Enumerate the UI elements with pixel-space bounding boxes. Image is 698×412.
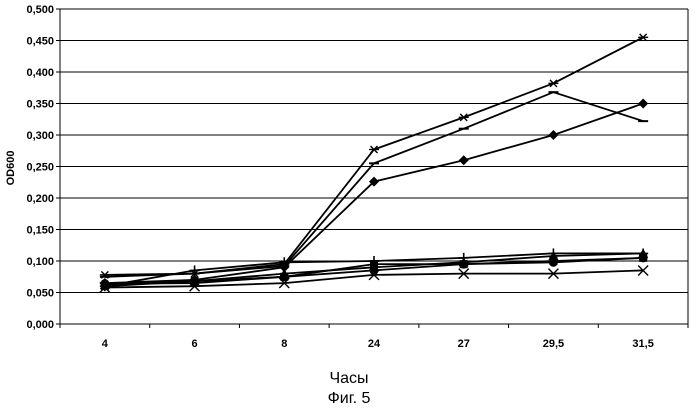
x-tick-label: 27 [458,338,470,350]
diamond-marker [459,155,469,165]
data-point [369,146,379,153]
diamond-marker [548,130,558,140]
circle-marker [459,260,468,269]
y-tick-label: 0,050 [26,288,54,300]
y-tick-label: 0,000 [26,319,54,331]
x-tick-label: 4 [102,338,109,350]
diamond-marker [638,99,648,109]
x-tick-label: 24 [368,338,381,350]
data-point [549,258,558,267]
series-lines [100,34,648,293]
x-tick-label: 31,5 [632,338,653,350]
x-tick-label: 8 [281,338,287,350]
data-point [370,266,379,275]
x-tick-labels: 4 6 8 24 27 29,5 31,5 [102,338,654,350]
y-tick-label: 0,500 [26,4,54,16]
x-tick-label: 29,5 [543,338,564,350]
y-tick-label: 0,300 [26,130,54,142]
data-point [548,130,558,140]
y-tick-label: 0,250 [26,162,54,174]
circle-marker [549,258,558,267]
data-point [459,155,469,165]
axes [56,9,688,328]
circle-marker [639,253,648,262]
data-point [638,99,648,109]
y-tick-label: 0,200 [26,193,54,205]
series-1 [100,34,648,279]
data-point [639,253,648,262]
y-tick-label: 0,400 [26,67,54,79]
data-point [459,260,468,269]
x-tick-label: 6 [192,338,198,350]
figure-caption: Фиг. 5 [0,390,698,408]
y-tick-label: 0,100 [26,256,54,268]
y-axis-title: OD600 [5,151,17,186]
x-axis-title: Часы [0,370,698,388]
y-tick-label: 0,150 [26,225,54,237]
y-tick-labels: 0,000 0,050 0,100 0,150 0,200 0,250 0,300 0,350… [26,4,54,331]
y-tick-label: 0,350 [26,99,54,111]
y-tick-label: 0,450 [26,36,54,48]
data-point [459,114,469,121]
series-line [105,37,643,275]
circle-marker [370,266,379,275]
